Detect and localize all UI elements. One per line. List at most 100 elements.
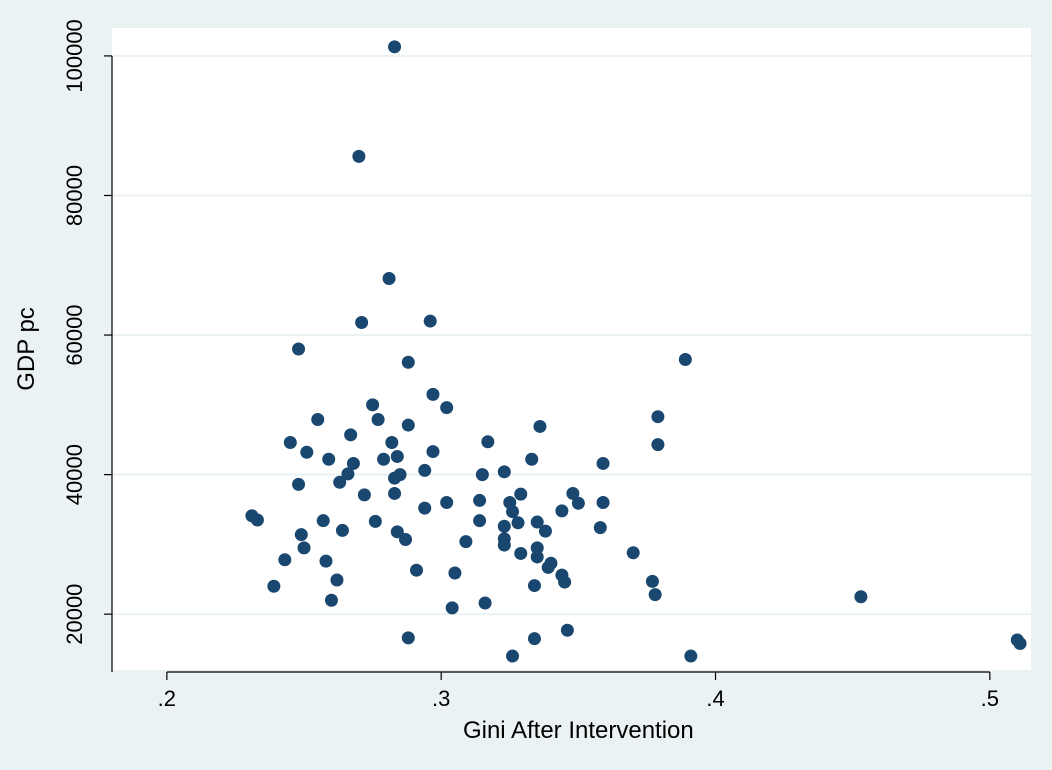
data-point bbox=[448, 566, 462, 580]
data-point bbox=[473, 493, 487, 507]
data-point bbox=[626, 546, 640, 560]
data-point bbox=[355, 315, 369, 329]
data-point bbox=[854, 590, 868, 604]
data-point bbox=[377, 452, 391, 466]
data-point bbox=[390, 449, 404, 463]
data-point bbox=[440, 401, 454, 415]
data-point bbox=[459, 535, 473, 549]
data-point bbox=[357, 488, 371, 502]
data-point bbox=[530, 550, 544, 564]
axes bbox=[104, 55, 991, 680]
data-point bbox=[401, 418, 415, 432]
data-point bbox=[267, 579, 281, 593]
data-point bbox=[497, 519, 511, 533]
data-point bbox=[418, 463, 432, 477]
data-point bbox=[651, 410, 665, 424]
data-point bbox=[399, 533, 413, 547]
x-tick-label: .2 bbox=[158, 686, 176, 711]
y-tick-label: 20000 bbox=[62, 584, 87, 645]
data-point bbox=[390, 525, 404, 539]
data-point bbox=[560, 623, 574, 637]
data-point bbox=[316, 514, 330, 528]
data-point bbox=[506, 649, 520, 663]
data-point bbox=[645, 574, 659, 588]
y-axis-title: GDP pc bbox=[13, 307, 40, 391]
data-point bbox=[335, 523, 349, 537]
data-point bbox=[322, 452, 336, 466]
data-point bbox=[346, 456, 360, 470]
data-point bbox=[410, 563, 424, 577]
grid-lines bbox=[112, 54, 1031, 616]
data-point bbox=[1013, 636, 1027, 650]
x-tick-label: .3 bbox=[432, 686, 450, 711]
data-point bbox=[292, 477, 306, 491]
data-point bbox=[440, 496, 454, 510]
y-tick-label: 40000 bbox=[62, 444, 87, 505]
data-point bbox=[527, 632, 541, 646]
data-point bbox=[401, 631, 415, 645]
data-point bbox=[278, 553, 292, 567]
data-point bbox=[418, 501, 432, 515]
data-point bbox=[426, 387, 440, 401]
data-point bbox=[368, 514, 382, 528]
data-point bbox=[366, 398, 380, 412]
data-point bbox=[651, 438, 665, 452]
data-point bbox=[530, 541, 544, 555]
tick-labels: 20000 40000 60000 80000 100000 .2 .3 .4 .5 bbox=[62, 19, 999, 711]
data-point bbox=[352, 149, 366, 163]
data-point bbox=[371, 412, 385, 426]
data-point bbox=[388, 486, 402, 500]
data-point bbox=[426, 445, 440, 459]
data-point bbox=[319, 554, 333, 568]
y-tick-label: 80000 bbox=[62, 165, 87, 226]
data-point bbox=[300, 445, 314, 459]
data-point bbox=[533, 419, 547, 433]
data-point bbox=[283, 436, 297, 450]
data-point bbox=[393, 468, 407, 482]
data-point bbox=[333, 475, 347, 489]
data-point bbox=[538, 524, 552, 538]
x-axis-title: Gini After Intervention bbox=[463, 717, 694, 744]
data-point bbox=[473, 514, 487, 528]
data-point bbox=[530, 515, 544, 529]
data-point bbox=[344, 428, 358, 442]
data-point bbox=[475, 468, 489, 482]
data-point bbox=[481, 435, 495, 449]
data-point bbox=[648, 588, 662, 602]
data-point bbox=[445, 601, 459, 615]
data-point bbox=[678, 352, 692, 366]
data-point bbox=[684, 649, 698, 663]
data-point bbox=[596, 496, 610, 510]
data-point bbox=[506, 505, 520, 519]
plot-area bbox=[112, 28, 1031, 670]
data-point bbox=[544, 556, 558, 570]
data-point bbox=[388, 40, 402, 54]
y-tick-label: 60000 bbox=[62, 304, 87, 365]
x-tick-label: .4 bbox=[706, 686, 724, 711]
data-points bbox=[245, 40, 1027, 663]
data-point bbox=[497, 538, 511, 552]
data-point bbox=[385, 436, 399, 450]
data-point bbox=[514, 546, 528, 560]
data-point bbox=[294, 528, 308, 542]
y-tick-label: 100000 bbox=[62, 19, 87, 92]
data-point bbox=[292, 342, 306, 356]
data-point bbox=[401, 355, 415, 369]
data-point bbox=[525, 452, 539, 466]
data-point bbox=[596, 456, 610, 470]
data-point bbox=[311, 412, 325, 426]
data-point bbox=[297, 541, 311, 555]
x-tick-label: .5 bbox=[981, 686, 999, 711]
data-point bbox=[571, 496, 585, 510]
data-point bbox=[514, 487, 528, 501]
data-point bbox=[527, 579, 541, 593]
data-point bbox=[593, 521, 607, 535]
data-point bbox=[478, 596, 492, 610]
data-point bbox=[250, 513, 264, 527]
data-point bbox=[558, 575, 572, 589]
data-point bbox=[382, 272, 396, 286]
data-point bbox=[555, 504, 569, 518]
data-point bbox=[341, 467, 355, 481]
data-point bbox=[511, 516, 525, 530]
